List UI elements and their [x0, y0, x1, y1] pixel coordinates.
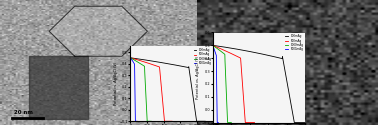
- Legend: 100mAg, 500mAg, 1000mAg, 5000mAg: 100mAg, 500mAg, 1000mAg, 5000mAg: [285, 34, 304, 52]
- Y-axis label: Potential vs. Ag/AgCl (V): Potential vs. Ag/AgCl (V): [196, 56, 200, 99]
- Text: 20 nm: 20 nm: [14, 110, 33, 115]
- Polygon shape: [49, 6, 147, 56]
- Legend: 100mAg, 500mAg, 1000mAg, 5000mAg: 100mAg, 500mAg, 1000mAg, 5000mAg: [193, 48, 212, 66]
- Polygon shape: [29, 56, 88, 119]
- Y-axis label: Potential vs. Ag/AgCl (V): Potential vs. Ag/AgCl (V): [114, 62, 118, 105]
